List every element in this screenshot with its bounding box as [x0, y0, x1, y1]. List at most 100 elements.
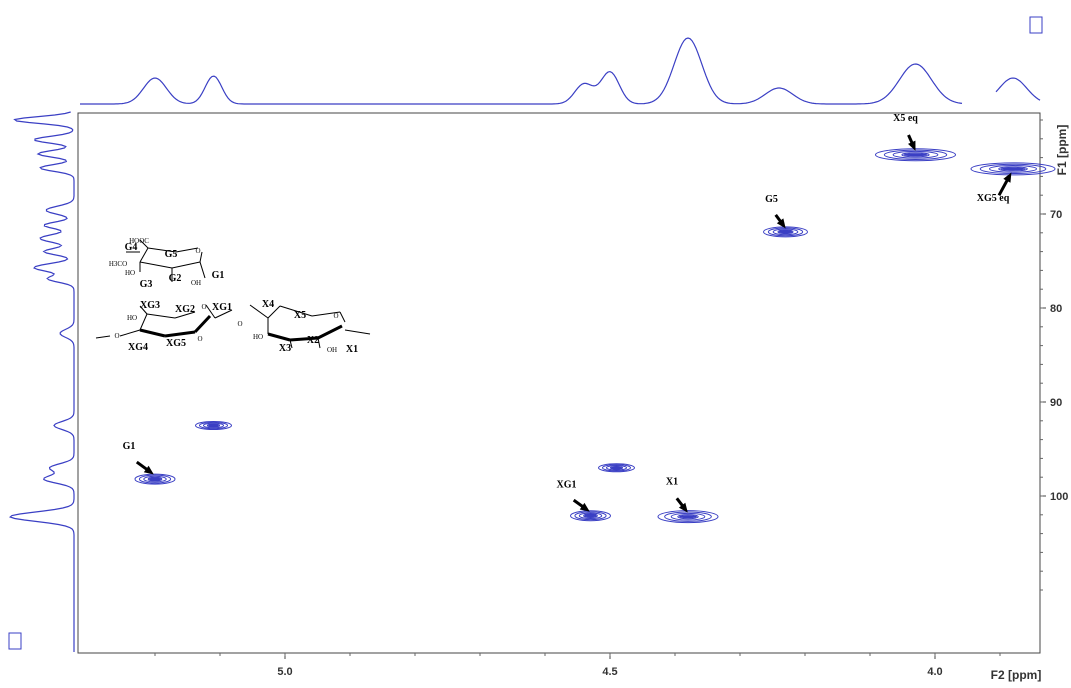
structure-label: O [333, 312, 338, 320]
peak-contour [979, 163, 1047, 175]
peak-arrowhead [776, 218, 786, 229]
f1-projection-spectrum [8, 111, 75, 652]
structure-label: XG4 [128, 342, 148, 353]
structure-label: O [201, 303, 206, 311]
bond [344, 329, 371, 335]
bond [339, 311, 346, 323]
peak-core [778, 230, 793, 234]
peak-contour [134, 473, 176, 485]
peak-core [208, 424, 219, 427]
peak-contour [657, 510, 719, 524]
plot-frame [77, 112, 1041, 654]
peak-label: G1 [123, 441, 136, 452]
peak-label: X1 [666, 477, 678, 488]
bond [171, 261, 201, 269]
structure-label: X2 [307, 335, 319, 346]
peak-contour [570, 510, 611, 522]
bond [139, 305, 148, 315]
bond [119, 329, 141, 337]
structure-label: O [195, 247, 200, 255]
bond [139, 313, 148, 331]
peak-core [1000, 167, 1026, 171]
peak-contour [901, 152, 930, 158]
structure-label: O [114, 332, 119, 340]
bond [164, 330, 196, 338]
structure-label: OH [191, 279, 201, 287]
peak: G1 [123, 441, 176, 485]
structure-label: HO [127, 314, 137, 322]
peak-arrowhead [678, 502, 688, 513]
bond [139, 247, 149, 263]
peak-contour [664, 511, 712, 522]
bond [267, 305, 281, 319]
bond [214, 309, 233, 319]
structure-label: O [197, 335, 202, 343]
peak-contour [998, 166, 1028, 172]
y-tick-label: 70 [1050, 209, 1062, 221]
peak-core [149, 477, 161, 481]
bond [249, 304, 269, 319]
corner-box-bottom-left [8, 632, 22, 650]
peak-contour [892, 150, 939, 159]
peak-contour [574, 511, 607, 521]
bond [199, 251, 203, 263]
peak: X1 [657, 477, 719, 524]
peak [598, 463, 635, 473]
y-axis-ticks: 70 80 90 100 [1040, 119, 1068, 591]
peak: XG5 eq [970, 162, 1056, 204]
x-tick-label: 4.0 [927, 666, 942, 678]
x-axis-ticks: 5.04.54.03.5 [154, 653, 1001, 678]
y-tick-label: 90 [1050, 397, 1062, 409]
x-tick-label: 4.5 [602, 666, 617, 678]
y-tick-label: 80 [1050, 303, 1062, 315]
structure-label: X1 [346, 344, 358, 355]
peak-core [584, 514, 597, 518]
y-tick-label: 100 [1050, 491, 1068, 503]
structure-label: G2 [169, 273, 182, 284]
f1-projection-trace [8, 111, 75, 652]
peak-contour [601, 464, 632, 472]
bond [267, 332, 291, 342]
peak: X5 eq [875, 113, 956, 162]
f2-projection-trace-end [995, 77, 1041, 101]
structure-label: G1 [212, 270, 225, 281]
peak-core [903, 153, 928, 157]
peak-contour [677, 514, 699, 520]
structure-label: XG5 [166, 338, 186, 349]
peak-contour [195, 421, 232, 430]
peak-contour [763, 226, 808, 238]
bond [289, 336, 319, 342]
bond [205, 304, 216, 319]
bond [139, 261, 173, 269]
structure-label: G4 [125, 242, 138, 253]
bond [317, 324, 343, 340]
peak-arrowhead [1003, 172, 1012, 183]
peak-arrowhead [143, 465, 154, 475]
f2-projection-trace [80, 37, 963, 105]
peak-contour [605, 465, 628, 471]
peak-contour [772, 228, 799, 236]
peak-label: X5 eq [893, 113, 918, 124]
peak [195, 421, 232, 430]
structure-label: X3 [279, 343, 291, 354]
x-axis-label: F2 [ppm] [991, 668, 1042, 682]
bond [174, 311, 196, 319]
bond [193, 314, 212, 334]
bond [139, 239, 149, 249]
peak-arrowhead [579, 502, 590, 512]
corner-box-top-right [1029, 16, 1043, 34]
peak-contour [970, 162, 1056, 176]
bond [147, 247, 177, 253]
peak-contour [583, 513, 598, 518]
bond [95, 335, 111, 339]
bond [175, 247, 199, 253]
x-tick-label: 5.0 [277, 666, 292, 678]
peak-contour [147, 476, 163, 482]
peak-core [611, 466, 622, 470]
structure-label: O [237, 320, 242, 328]
bond [311, 311, 341, 317]
peak: XG1 [557, 480, 611, 522]
bond [146, 313, 176, 319]
